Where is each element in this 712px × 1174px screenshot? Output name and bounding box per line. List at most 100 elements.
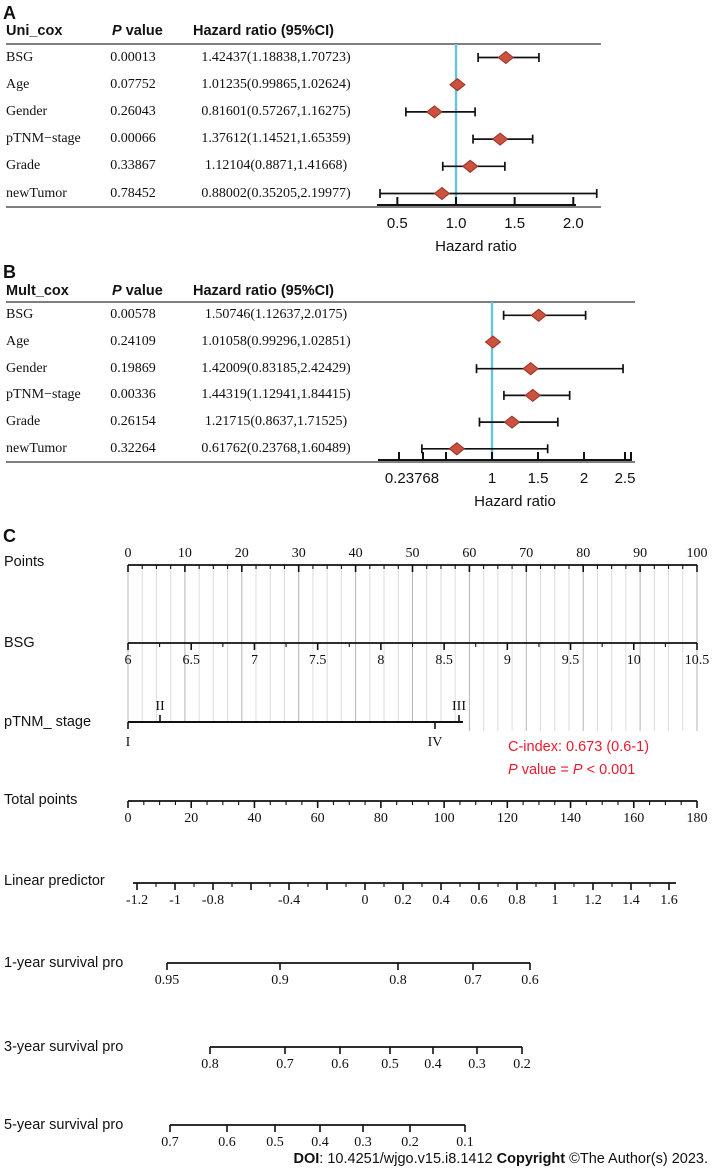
tick-label: 0 — [362, 893, 369, 908]
tick-label: 100 — [434, 811, 455, 826]
hr-axis-tick-label: 2.5 — [615, 470, 636, 487]
p-rest: value — [121, 283, 163, 299]
tick-label: 7 — [251, 653, 258, 668]
hr-axis-tick-label: 1.0 — [446, 215, 467, 232]
footer-copyright-label: Copyright — [496, 1151, 566, 1167]
hr-axis-tick-label: 0.23768 — [385, 470, 439, 487]
hr-diamond — [433, 186, 451, 201]
panel-b-col-header-group: Mult_cox — [6, 283, 69, 299]
axis-label-3yr-survival: 3-year survival pro — [4, 1039, 124, 1055]
row-p-value: 0.00013 — [110, 49, 156, 65]
panel-b-title: B — [3, 262, 16, 282]
row-label: BSG — [6, 49, 34, 65]
c-index-text: C-index: 0.673 (0.6-1) — [508, 739, 650, 755]
tick-label: 0.6 — [218, 1135, 236, 1150]
row-p-value: 0.78452 — [110, 185, 156, 201]
category-label: IV — [428, 735, 443, 750]
p-value-part: value = — [517, 762, 573, 778]
hr-axis-tick-label: 2.0 — [563, 215, 584, 232]
row-p-value: 0.00578 — [110, 307, 156, 323]
tick-label: 0.9 — [271, 973, 289, 988]
row-hr-ci-text: 1.44319(1.12941,1.84415) — [201, 387, 351, 403]
tick-label: 40 — [349, 546, 363, 561]
row-p-value: 0.00336 — [110, 387, 156, 403]
row-p-value: 0.00066 — [110, 131, 156, 147]
tick-label: 0.7 — [276, 1057, 294, 1072]
axis-label-5yr-survival: 5-year survival pro — [4, 1117, 124, 1133]
hr-diamond — [503, 415, 521, 429]
tick-label: 0.4 — [311, 1135, 329, 1150]
tick-label: 8.5 — [435, 653, 453, 668]
tick-label: 0.2 — [401, 1135, 419, 1150]
panel-b-col-header-hr: Hazard ratio (95%CI) — [193, 283, 335, 299]
tick-label: 10 — [627, 653, 641, 668]
hr-diamond — [449, 78, 466, 92]
row-label: newTumor — [6, 440, 67, 456]
row-label: Age — [6, 76, 30, 92]
tick-label: 80 — [576, 546, 590, 561]
tick-label: 140 — [560, 811, 581, 826]
tick-label: 0.8 — [389, 973, 407, 988]
row-label: Grade — [6, 158, 41, 174]
row-hr-ci-text: 0.81601(0.57267,1.16275) — [201, 103, 351, 119]
row-hr-ci-text: 1.42009(0.83185,2.42429) — [201, 360, 351, 376]
row-hr-ci-text: 0.88002(0.35205,2.19977) — [201, 185, 351, 201]
row-p-value: 0.19869 — [110, 360, 156, 376]
tick-label: 0.8 — [508, 893, 526, 908]
axis-label-bsg: BSG — [4, 635, 35, 651]
p-value-part: < 0.001 — [582, 762, 636, 778]
tick-label: 0.3 — [354, 1135, 372, 1150]
tick-label: 6.5 — [182, 653, 200, 668]
tick-label: 100 — [687, 546, 708, 561]
tick-label: -1 — [169, 893, 181, 908]
p-value-part: P — [572, 762, 583, 778]
c-index-annotation: C-index: 0.673 (0.6-1) P value = P < 0.0… — [508, 736, 649, 782]
tick-label: 70 — [519, 546, 533, 561]
hr-axis-tick-label: 0.5 — [387, 215, 408, 232]
row-hr-ci-text: 1.01235(0.99865,1.02624) — [201, 76, 351, 92]
tick-label: 0.3 — [468, 1057, 486, 1072]
tick-label: 0.5 — [266, 1135, 284, 1150]
row-p-value: 0.33867 — [110, 158, 156, 174]
tick-label: 9.5 — [562, 653, 580, 668]
hr-diamond — [484, 335, 502, 349]
hr-diamond — [524, 388, 542, 403]
row-label: Gender — [6, 360, 48, 376]
category-label: I — [126, 735, 131, 750]
tick-label: 120 — [497, 811, 518, 826]
row-p-value: 0.24109 — [110, 334, 156, 349]
row-p-value: 0.26154 — [110, 414, 156, 430]
tick-label: 90 — [633, 546, 647, 561]
tick-label: 9 — [504, 653, 511, 668]
tick-label: 0 — [125, 546, 132, 561]
tick-label: 50 — [406, 546, 420, 561]
tick-label: 0.6 — [331, 1057, 349, 1072]
category-label: II — [155, 699, 165, 714]
footer-credit: DOI: 10.4251/wjgo.v15.i8.1412 Copyright … — [0, 1149, 708, 1169]
axis-label-1yr-survival: 1-year survival pro — [4, 955, 124, 971]
row-hr-ci-text: 1.21715(0.8637,1.71525) — [204, 414, 348, 430]
tick-label: -0.8 — [202, 893, 224, 908]
tick-label: 10.5 — [685, 653, 710, 668]
row-hr-ci-text: 1.37612(1.14521,1.65359) — [201, 131, 351, 147]
p-italic: P — [112, 23, 122, 39]
footer-copyright-value: ©The Author(s) 2023. — [565, 1151, 708, 1167]
tick-label: 1.4 — [622, 893, 640, 908]
tick-label: 1.2 — [584, 893, 602, 908]
tick-label: 0.5 — [381, 1057, 399, 1072]
hr-diamond — [491, 132, 509, 146]
hr-axis-tick-label: 1.5 — [528, 470, 549, 487]
tick-label: 0.6 — [470, 893, 488, 908]
tick-label: -1.2 — [126, 893, 148, 908]
tick-label: 60 — [311, 811, 325, 826]
row-p-value: 0.32264 — [110, 440, 156, 456]
axis-label-total-points: Total points — [4, 792, 78, 808]
axis-label-linear-predictor: Linear predictor — [4, 873, 105, 889]
hr-axis-title: Hazard ratio — [474, 493, 556, 510]
row-label: Grade — [6, 414, 41, 430]
tick-label: 8 — [377, 653, 384, 668]
panel-a-col-header-pvalue: P value — [112, 23, 163, 39]
panel-b-col-header-pvalue: P value — [112, 283, 163, 299]
